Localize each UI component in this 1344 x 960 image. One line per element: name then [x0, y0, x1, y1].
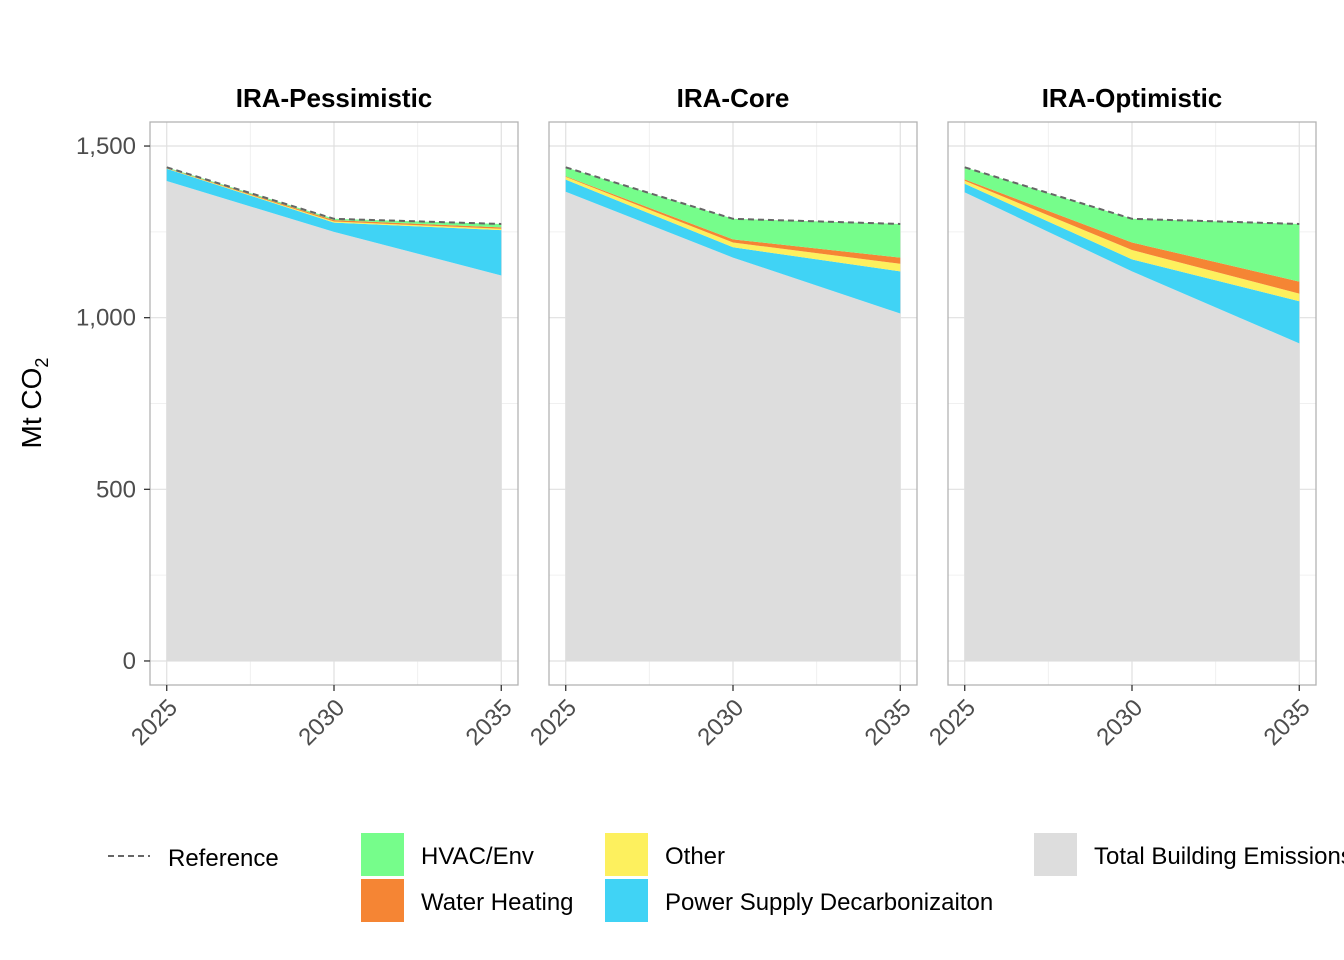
area-power-supply-decarbonizaiton	[166, 168, 502, 276]
area-hvac-env	[565, 167, 901, 258]
legend-label-hvac-env: HVAC/Env	[421, 843, 534, 870]
y-tick-label: 0	[123, 648, 136, 675]
x-tick-label: 2025	[525, 694, 582, 751]
y-axis-title: Mt CO2	[16, 358, 52, 449]
legend-label-power-supply-decarbonizaiton: Power Supply Decarbonizaiton	[665, 889, 993, 916]
area-other	[565, 176, 901, 272]
x-tick-label: 2025	[924, 694, 981, 751]
reference-line	[964, 166, 1300, 225]
panel-title: IRA-Optimistic	[1042, 83, 1223, 113]
area-total-building-emissions	[565, 191, 901, 661]
legend-label-reference: Reference	[168, 845, 279, 872]
legend-key-hvac-env	[361, 833, 404, 876]
area-water-heating	[964, 179, 1300, 294]
x-tick-label: 2025	[126, 694, 183, 751]
x-tick-label: 2035	[860, 694, 917, 751]
reference-line	[166, 166, 502, 225]
y-tick-label: 500	[96, 476, 136, 503]
y-axis: 0 500 1,000 1,500	[76, 133, 150, 675]
legend: Reference HVAC/Env Water Heating Other Power…	[108, 833, 1344, 922]
x-tick-label: 2035	[1259, 694, 1316, 751]
x-tick-label: 2030	[293, 694, 350, 751]
legend-key-total-building-emissions	[1034, 833, 1077, 876]
y-tick-label: 1,500	[76, 133, 136, 160]
area-total-building-emissions	[166, 181, 502, 661]
area-total-building-emissions	[964, 192, 1300, 661]
legend-label-other: Other	[665, 843, 725, 870]
x-tick-label: 2030	[692, 694, 749, 751]
legend-key-other	[605, 833, 648, 876]
legend-label-water-heating: Water Heating	[421, 889, 574, 916]
panel-0: IRA-Pessimistic 2025 2030 2035	[126, 83, 519, 751]
legend-key-power-supply-decarbonizaiton	[605, 879, 648, 922]
x-tick-label: 2030	[1091, 694, 1148, 751]
legend-label-total-building-emissions: Total Building Emissions	[1094, 843, 1344, 870]
panel-1: IRA-Core 2025 2030 2035	[525, 83, 918, 751]
area-other	[964, 180, 1300, 302]
panel-2: IRA-Optimistic 2025 2030 2035	[924, 83, 1317, 751]
area-hvac-env	[964, 167, 1300, 282]
reference-line	[565, 166, 901, 225]
legend-key-water-heating	[361, 879, 404, 922]
x-tick-label: 2035	[461, 694, 518, 751]
area-water-heating	[565, 176, 901, 264]
area-power-supply-decarbonizaiton	[964, 183, 1300, 344]
panel-title: IRA-Core	[677, 83, 790, 113]
y-tick-label: 1,000	[76, 305, 136, 332]
panel-title: IRA-Pessimistic	[236, 83, 433, 113]
area-power-supply-decarbonizaiton	[565, 179, 901, 314]
